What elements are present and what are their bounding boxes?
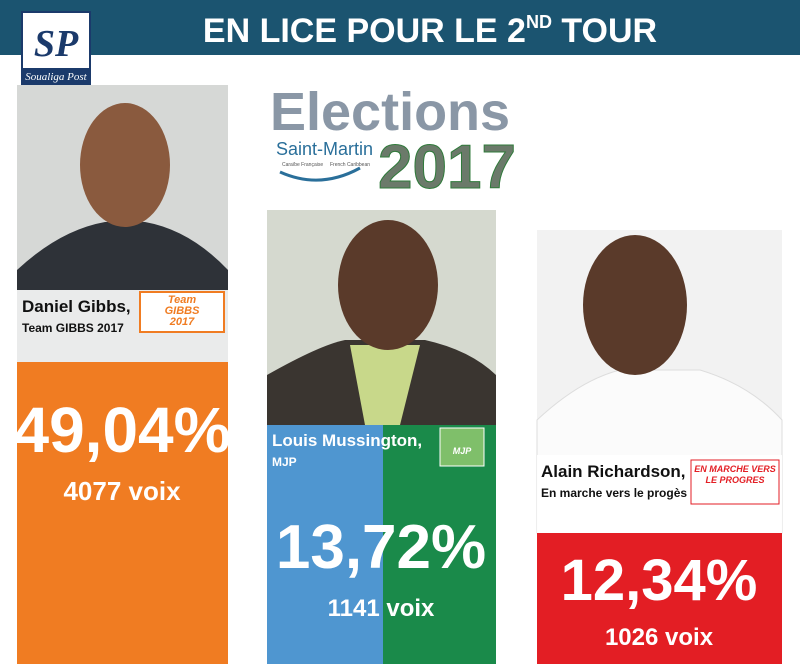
party-badge-text: 2017 <box>169 316 195 328</box>
elections-place: Saint-Martin <box>276 139 373 159</box>
party-badge-text: EN MARCHE VERS <box>694 464 776 474</box>
elections-year: 2017 <box>378 133 516 202</box>
result-percent: 13,72% <box>276 513 486 582</box>
result-bar <box>383 497 496 664</box>
party-badge-text: LE PROGRES <box>705 475 764 485</box>
candidate-party: MJP <box>272 455 297 469</box>
party-badge <box>690 459 780 505</box>
header-title: EN LICE POUR LE 2ND TOUR <box>203 12 657 50</box>
candidate-name: Daniel Gibbs, <box>22 297 131 316</box>
result-votes: 1026 voix <box>605 624 714 651</box>
photo-head <box>338 220 438 350</box>
result-votes: 1141 voix <box>328 595 435 622</box>
candidate-name: Alain Richardson, <box>541 462 686 481</box>
party-badge <box>139 291 225 333</box>
photo-shirt <box>350 345 420 425</box>
label-box <box>267 425 383 497</box>
logo-name: Soualiga Post <box>25 71 87 83</box>
elections-sub-en: French Caribbean <box>330 162 370 168</box>
result-bar <box>17 362 228 664</box>
elections-sub-fr: Caraïbe Française <box>282 162 323 168</box>
logo-band <box>22 68 90 84</box>
result-bar <box>537 533 782 664</box>
photo-head <box>80 103 170 227</box>
party-badge-text: Team <box>168 294 197 306</box>
result-percent: 49,04% <box>13 394 230 466</box>
header-bar <box>0 0 800 55</box>
result-bar <box>267 497 383 664</box>
logo-initials: SP <box>34 23 79 65</box>
candidate-party: Team GIBBS 2017 <box>22 321 124 335</box>
result-percent: 12,34% <box>561 548 758 613</box>
elections-word: Elections <box>270 82 510 142</box>
party-badge <box>439 427 485 467</box>
result-votes: 4077 voix <box>63 476 181 506</box>
photo-head <box>583 235 687 375</box>
elections-swoosh <box>279 166 361 182</box>
candidate-party: En marche vers le progès <box>541 486 687 500</box>
candidate-name: Louis Mussington, <box>272 431 422 450</box>
party-badge-text: GIBBS <box>165 305 201 317</box>
party-badge-text: MJP <box>453 446 473 456</box>
